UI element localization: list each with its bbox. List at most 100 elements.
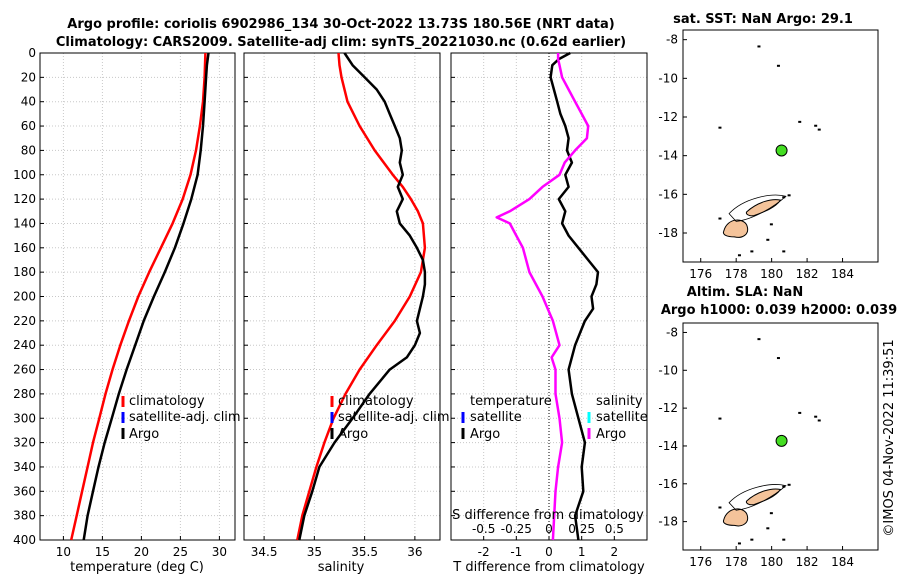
islet (766, 527, 770, 530)
figure-title-line2: Climatology: CARS2009. Satellite-adj cli… (56, 35, 626, 50)
legend-climatology-label: climatology (338, 394, 414, 409)
legend-satellite-label: satellite-adj. clim (338, 410, 450, 425)
x-tick-label: 1 (578, 545, 586, 559)
depth-tick-label: 180 (13, 265, 36, 279)
lon-tick-label: 178 (725, 555, 748, 569)
islet (782, 196, 786, 199)
argo-float-marker (775, 434, 788, 447)
islet (787, 194, 791, 197)
lat-tick-label: -8 (666, 325, 678, 339)
depth-tick-label: 360 (13, 484, 36, 498)
series-line-t-difference-argo (549, 51, 600, 541)
depth-tick-label: 80 (21, 143, 36, 157)
depth-tick-label: 40 (21, 95, 36, 109)
map-frame (682, 29, 879, 263)
depth-tick-label: 100 (13, 168, 36, 182)
island-viti-levu (722, 508, 749, 527)
lon-tick-label: 182 (796, 555, 819, 569)
sst-map-title: sat. SST: NaN Argo: 29.1 (673, 12, 853, 27)
islet (718, 506, 722, 509)
legend-salinity-title: salinity (596, 394, 643, 409)
legend-temperature-title: temperature (470, 394, 552, 409)
legend-satellite-label: satellite-adj. clim (129, 410, 241, 425)
lat-tick-label: -12 (658, 401, 678, 415)
lon-tick-label: 184 (831, 267, 854, 281)
series-line-argo (82, 52, 210, 541)
x-tick-label: 25 (173, 545, 188, 559)
legend-argo-label: Argo (338, 427, 368, 442)
x-tick-label: 2 (611, 545, 619, 559)
islet (782, 538, 786, 541)
islet (750, 538, 754, 541)
islet (718, 217, 722, 220)
x-tick-label: 34.5 (251, 545, 278, 559)
depth-tick-label: 320 (13, 436, 36, 450)
lat-tick-label: -16 (658, 187, 678, 201)
lat-tick-label: -18 (658, 226, 678, 240)
temperature-xlabel: temperature (deg C) (70, 560, 204, 575)
lat-tick-label: -10 (658, 71, 678, 85)
depth-tick-label: 300 (13, 411, 36, 425)
lon-tick-label: 176 (689, 267, 712, 281)
sst-map-panel: 176 178 180 182 184 -8 -10 -12 -14 -16 -18 (658, 29, 879, 281)
s-tick-label: 0.5 (605, 522, 624, 536)
islet (769, 512, 773, 515)
depth-tick-label: 340 (13, 460, 36, 474)
islet (787, 483, 791, 486)
depth-tick-label: 240 (13, 338, 36, 352)
series-line-climatology (69, 52, 207, 541)
lat-tick-label: -18 (658, 515, 678, 529)
legend-argo-label: Argo (129, 427, 159, 442)
islet (817, 419, 821, 422)
depth-tick-label: 20 (21, 70, 36, 84)
x-tick-label: 0 (545, 545, 553, 559)
lon-tick-label: 180 (760, 267, 783, 281)
islet (718, 417, 722, 420)
island-vanua-levu (745, 488, 782, 506)
imos-watermark: ©IMOS 04-Nov-2022 11:39:51 (882, 339, 897, 536)
legend-t-argo-label: Argo (470, 427, 500, 442)
islet (817, 128, 821, 131)
legend-s-satellite-label: satellite (596, 410, 648, 425)
argo-float-marker (775, 144, 788, 157)
islet (782, 250, 786, 253)
depth-tick-label: 120 (13, 192, 36, 206)
islet (737, 542, 741, 545)
sla-map-panel: 176 178 180 182 184 -8 -10 -12 -14 -16 -18 (658, 322, 879, 569)
difference-top-xlabel: S difference from climatology (452, 508, 644, 523)
lat-tick-label: -10 (658, 363, 678, 377)
x-tick-label: 35 (307, 545, 322, 559)
lat-tick-label: -14 (658, 439, 678, 453)
depth-tick-label: 260 (13, 363, 36, 377)
x-tick-label: -1 (510, 545, 522, 559)
islet (750, 250, 754, 253)
legend-climatology-label: climatology (129, 394, 205, 409)
map-frame (682, 322, 879, 551)
islet (757, 338, 761, 341)
islet (782, 485, 786, 488)
salinity-xlabel: salinity (318, 560, 365, 575)
temperature-panel: 10 15 20 25 30020406080100120140160180200220… (13, 46, 236, 559)
x-tick-label: 20 (134, 545, 149, 559)
s-tick-label: -0.25 (501, 522, 532, 536)
difference-legend: temperature satellite Argo salinity sate… (461, 394, 648, 442)
islet (814, 415, 818, 418)
salinity-panel: 34.5 35 35.5 36 (243, 52, 441, 559)
islet (814, 124, 818, 127)
figure-title-line1: Argo profile: coriolis 6902986_134 30-Oc… (67, 17, 614, 32)
s-tick-label: 0 (545, 522, 553, 536)
x-tick-label: -2 (478, 545, 490, 559)
lon-tick-label: 182 (796, 267, 819, 281)
islet (757, 45, 761, 48)
reef-outline (728, 194, 787, 222)
depth-tick-label: 400 (13, 533, 36, 547)
lat-tick-label: -14 (658, 149, 678, 163)
x-tick-label: 35.5 (351, 545, 378, 559)
x-tick-label: 36 (407, 545, 422, 559)
x-tick-label: 30 (212, 545, 227, 559)
salinity-legend: climatology satellite-adj. clim Argo (330, 394, 450, 442)
depth-tick-label: 160 (13, 241, 36, 255)
s-tick-label: 0.25 (568, 522, 595, 536)
depth-tick-label: 0 (28, 46, 36, 60)
